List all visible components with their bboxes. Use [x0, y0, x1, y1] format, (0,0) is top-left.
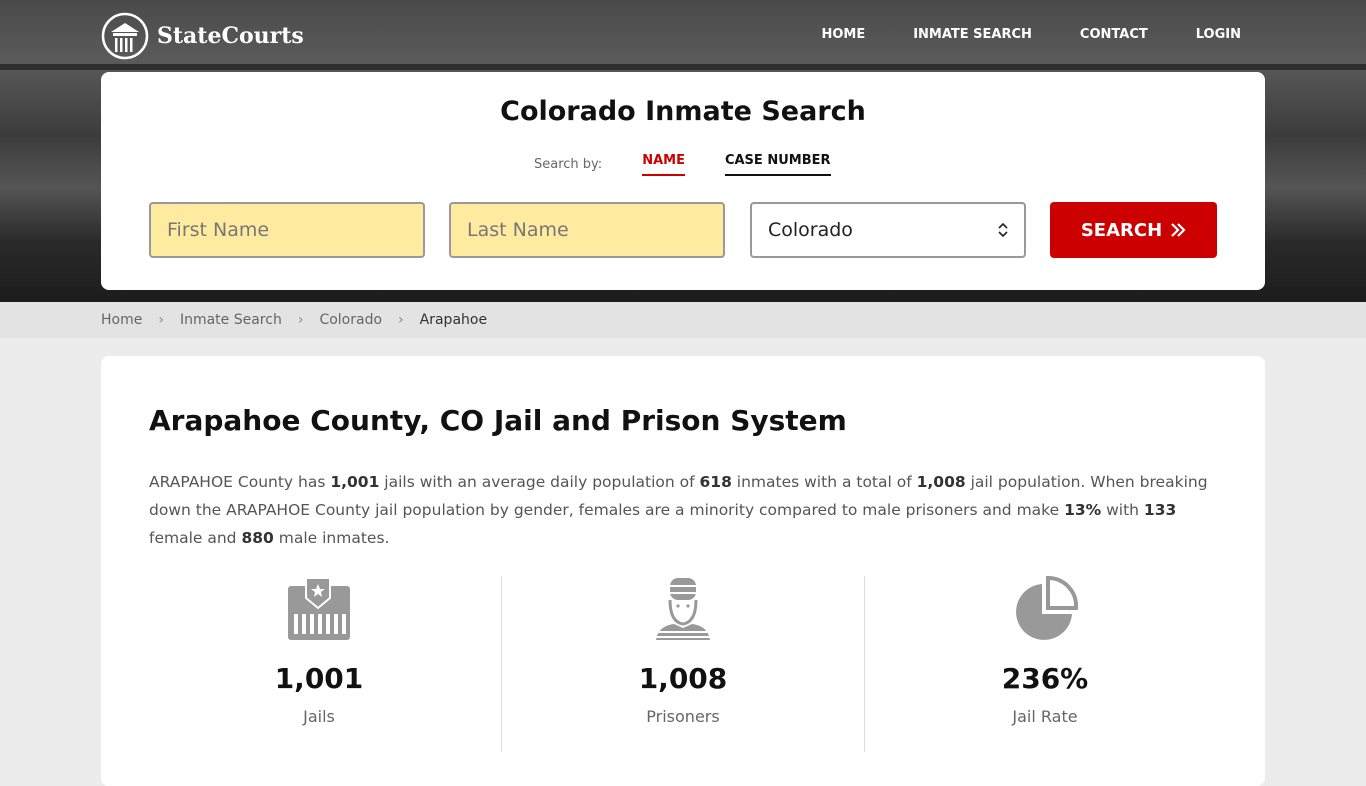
top-nav: HOME INMATE SEARCH CONTACT LOGIN: [821, 27, 1241, 42]
chevron-right-icon: ›: [297, 312, 304, 328]
stat-label: Prisoners: [646, 707, 720, 726]
tab-name[interactable]: NAME: [642, 153, 685, 176]
stat-jail-rate: 236% Jail Rate: [945, 575, 1145, 752]
nav-home[interactable]: HOME: [821, 27, 866, 42]
chevron-right-icon: ›: [158, 312, 164, 328]
search-card: Colorado Inmate Search Search by: NAME C…: [101, 72, 1265, 290]
stat-label: Jails: [303, 707, 335, 726]
double-chevron-right-icon: [1171, 223, 1186, 237]
stat-value: 1,001: [274, 662, 364, 695]
jail-icon: [288, 577, 350, 640]
select-arrows-icon: [998, 222, 1008, 238]
breadcrumb: Home › Inmate Search › Colorado › Arapahoe: [0, 302, 1366, 338]
last-name-input[interactable]: Last Name: [449, 202, 725, 258]
brand-name: StateCourts: [157, 23, 304, 49]
search-title: Colorado Inmate Search: [500, 96, 866, 127]
courthouse-logo-icon: [101, 12, 149, 60]
stat-value: 1,008: [638, 662, 728, 695]
search-button[interactable]: SEARCH: [1050, 202, 1217, 258]
breadcrumb-inmate-search[interactable]: Inmate Search: [179, 312, 282, 328]
pie-chart-icon: [1016, 575, 1079, 640]
divider: [501, 576, 502, 752]
prisoner-icon: [656, 578, 710, 640]
stat-label: Jail Rate: [1012, 707, 1078, 726]
state-select-value: Colorado: [768, 219, 853, 241]
tab-case-number[interactable]: CASE NUMBER: [724, 153, 831, 176]
summary-paragraph: ARAPAHOE County has 1,001 jails with an …: [149, 473, 1208, 547]
logo[interactable]: StateCourts: [101, 12, 304, 60]
nav-login[interactable]: LOGIN: [1195, 27, 1241, 42]
stat-jails: 1,001 Jails: [219, 576, 419, 752]
stat-value: 236%: [1001, 662, 1089, 695]
first-name-input[interactable]: First Name: [149, 202, 425, 258]
content-card: Arapahoe County, CO Jail and Prison Syst…: [101, 356, 1265, 786]
chevron-right-icon: ›: [398, 312, 404, 328]
page-title: Arapahoe County, CO Jail and Prison Syst…: [149, 404, 847, 437]
search-button-label: SEARCH: [1080, 219, 1163, 241]
nav-inmate-search[interactable]: INMATE SEARCH: [913, 27, 1032, 42]
breadcrumb-home[interactable]: Home: [101, 312, 143, 328]
divider: [864, 576, 865, 752]
search-by-label: Search by:: [534, 157, 603, 172]
state-select[interactable]: Colorado: [750, 202, 1026, 258]
breadcrumb-colorado[interactable]: Colorado: [319, 312, 383, 328]
stat-prisoners: 1,008 Prisoners: [583, 576, 783, 752]
breadcrumb-current: Arapahoe: [419, 312, 488, 328]
nav-contact[interactable]: CONTACT: [1079, 27, 1148, 42]
